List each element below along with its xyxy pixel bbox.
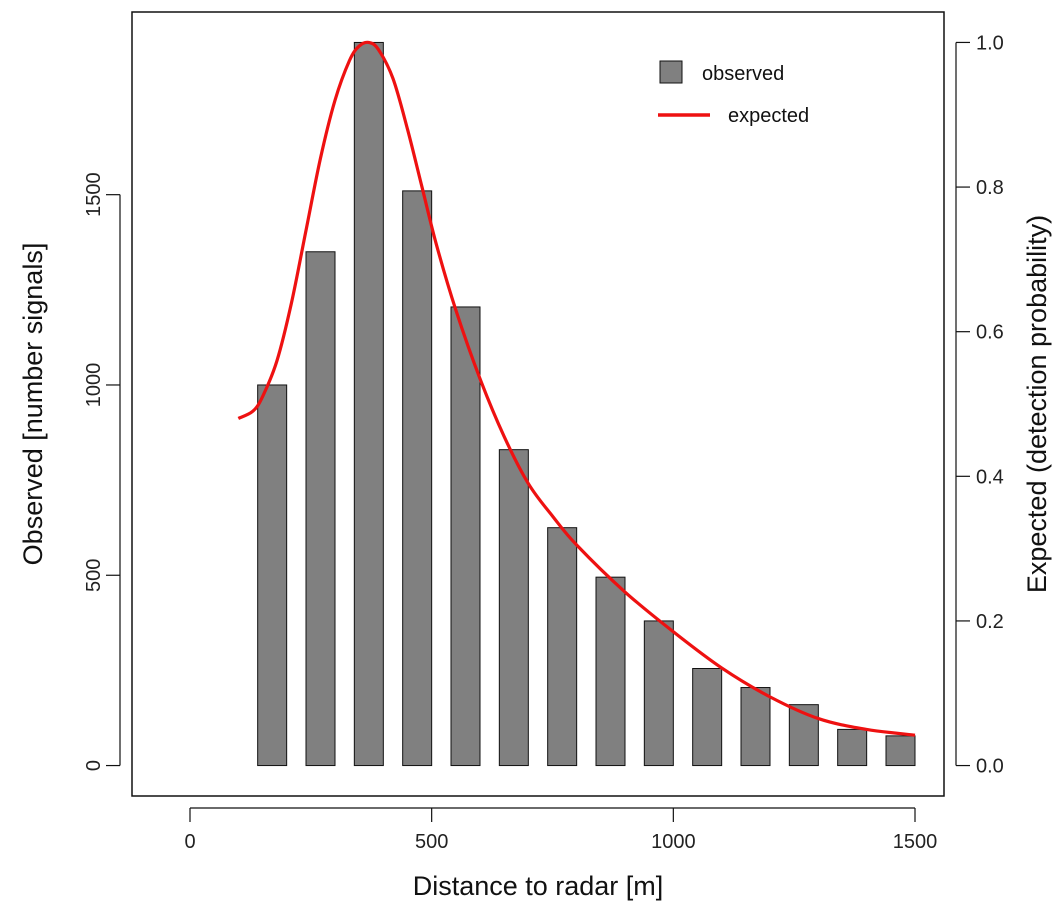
x-axis: 0 500 1000 1500: [184, 807, 938, 853]
y-axis-right: 0.0 0.2 0.4 0.6 0.8 1.0: [955, 32, 1004, 778]
x-axis-title: Distance to radar [m]: [413, 871, 664, 901]
bar-870: [595, 576, 626, 767]
bar-1470: [885, 735, 916, 767]
expected-line: [237, 40, 916, 737]
legend-label-observed: observed: [702, 63, 784, 85]
y-left-tick-label-1500: 1500: [83, 172, 105, 217]
bars-layer: [257, 41, 916, 767]
bar-1370: [837, 728, 868, 767]
bar-670: [498, 449, 529, 767]
legend: observed expected: [658, 60, 809, 127]
y-right-tick-label-0.0: 0.0: [976, 756, 1004, 778]
y-axis-left-title: Observed [number signals]: [18, 243, 48, 566]
y-left-tick-label-1000: 1000: [83, 363, 105, 408]
bar-770: [547, 527, 578, 767]
bar-1170: [740, 687, 771, 767]
y-axis-right-title: Expected (detection probability): [1022, 215, 1052, 593]
bar-370: [353, 41, 384, 767]
y-right-tick-label-0.2: 0.2: [976, 611, 1004, 633]
x-tick-label-0: 0: [184, 831, 195, 853]
y-right-tick-label-1.0: 1.0: [976, 32, 1004, 54]
legend-swatch-observed: [659, 60, 683, 84]
bar-170: [257, 384, 288, 767]
bar-570: [450, 306, 481, 767]
plot-frame: [131, 11, 945, 797]
bar-970: [643, 620, 674, 767]
y-right-tick-label-0.4: 0.4: [976, 466, 1004, 488]
x-tick-label-1500: 1500: [893, 831, 938, 853]
x-tick-label-1000: 1000: [651, 831, 696, 853]
y-left-tick-label-0: 0: [83, 760, 105, 771]
bar-270: [305, 251, 336, 767]
expected-line-layer: [237, 40, 916, 737]
legend-label-expected: expected: [728, 105, 809, 127]
y-left-tick-label-500: 500: [83, 559, 105, 592]
x-tick-label-500: 500: [415, 831, 448, 853]
bar-1070: [692, 668, 723, 767]
y-right-tick-label-0.8: 0.8: [976, 177, 1004, 199]
bar-1270: [788, 704, 819, 767]
y-axis-left: 0 500 1000 1500: [83, 172, 121, 771]
bar-470: [402, 190, 433, 767]
y-right-tick-label-0.6: 0.6: [976, 322, 1004, 344]
